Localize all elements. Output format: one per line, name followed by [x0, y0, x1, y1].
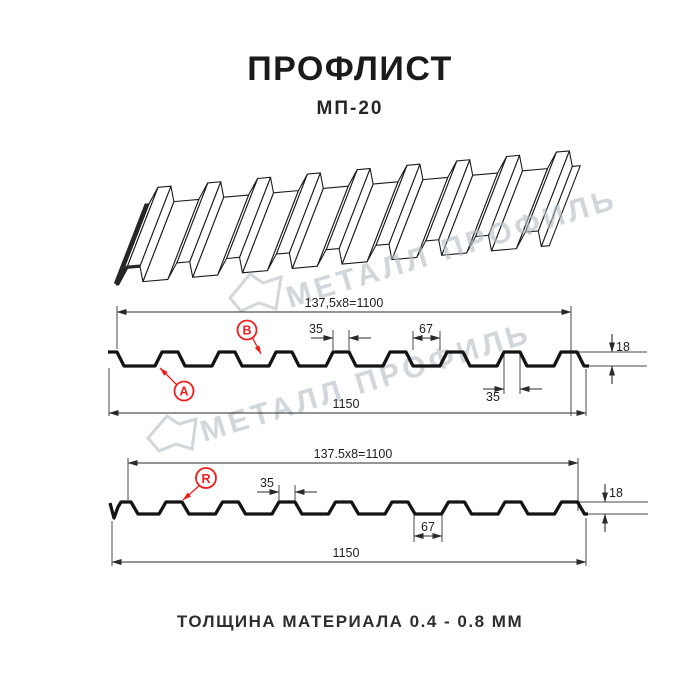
profile-model-name: МП-20	[316, 98, 384, 119]
dim-overall-top: 1150	[333, 397, 360, 411]
dim-module-top: 137,5x8=1100	[305, 296, 384, 310]
brand-logo-icon	[146, 414, 198, 453]
watermark-2: МЕТАЛЛ ПРОФИЛЬ	[146, 317, 535, 453]
extension-lines	[111, 458, 648, 566]
dimension-lines	[111, 460, 608, 565]
iso-sheet-view	[113, 150, 581, 286]
material-thickness-note: ТОЛЩИНА МАТЕРИАЛА 0.4 - 0.8 ММ	[176, 612, 524, 631]
profile-top-section: 137,5x8=1100 35 67 18 35 1150 A B	[108, 296, 647, 416]
dim-valley-bottom: 67	[421, 520, 435, 534]
dimension-lines	[108, 309, 615, 416]
dim-crest: 35	[260, 476, 274, 490]
sheet-cut-profile	[115, 264, 141, 286]
callout-a: A	[159, 367, 195, 402]
sheet-cut-edge	[113, 203, 150, 285]
dim-overall-bottom: 1150	[333, 546, 360, 560]
dim-crest-bottom: 35	[486, 390, 500, 404]
profile-bottom-section: 137.5x8=1100 35 67 18 1150 R	[108, 447, 648, 566]
dim-height-bottom: 18	[609, 486, 623, 500]
page-title: ПРОФЛИСТ	[247, 50, 453, 88]
dim-valley-top: 67	[419, 322, 433, 336]
callout-b: B	[236, 319, 262, 355]
label-r: R	[201, 472, 210, 486]
profile-bottom-outline	[108, 500, 588, 520]
label-a: A	[179, 385, 188, 399]
dim-module-bottom: 137.5x8=1100	[314, 447, 393, 461]
dim-crest-top: 35	[309, 322, 323, 336]
callout-r: R	[182, 467, 217, 501]
label-b: B	[242, 324, 251, 338]
dim-height-top: 18	[616, 340, 630, 354]
profile-top-outline	[108, 350, 589, 368]
brand-logo-icon	[228, 271, 283, 313]
